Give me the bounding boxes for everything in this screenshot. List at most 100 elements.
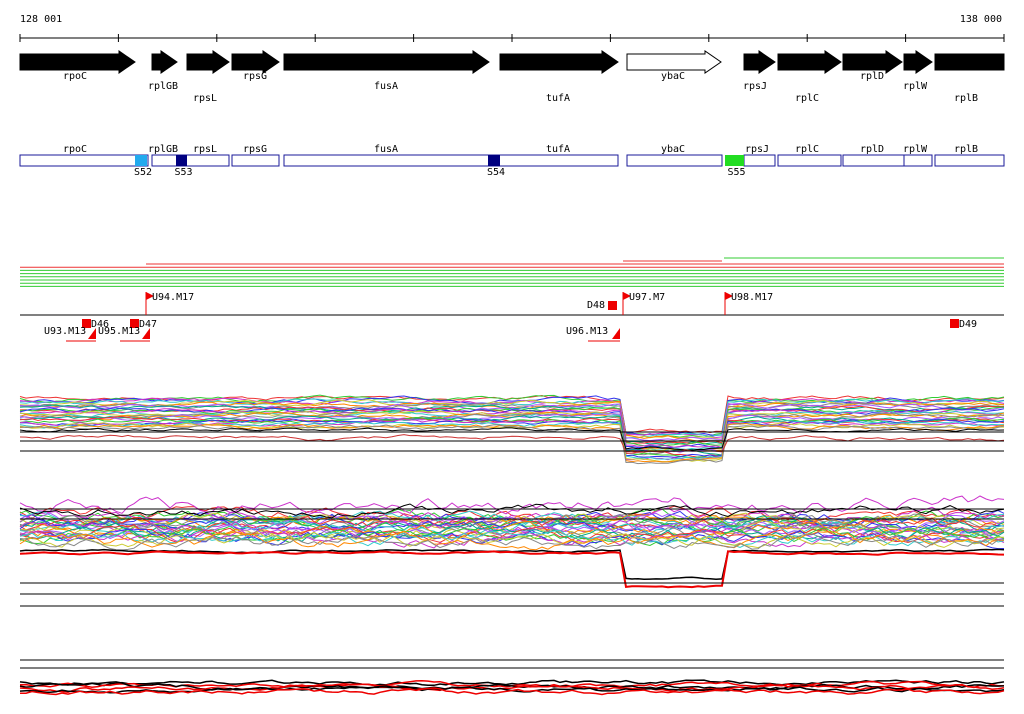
gene-label: rplD [860,71,884,82]
flag [146,292,154,300]
box-label: rpsG [243,144,267,155]
trace [19,687,1005,696]
box-label: rpsL [193,144,217,155]
flag [142,328,150,339]
trace [19,550,1005,589]
gene-arrow [777,50,842,74]
box-label: rplGB [148,144,178,155]
gene-box [743,154,776,167]
flag-label: D46 [91,319,109,330]
flag [950,319,959,328]
trace [19,434,1005,453]
box-label: fusA [374,144,398,155]
box-label: tufA [546,144,570,155]
gene-label: rplC [795,93,819,104]
box-label: rplB [954,144,978,155]
flag-label: U97.M7 [629,292,665,303]
trace [19,522,1005,542]
flag-label: U98.M17 [731,292,773,303]
flag-label: U94.M17 [152,292,194,303]
ruler-end: 138 000 [960,14,1002,25]
gene-arrow [499,50,619,74]
gene-arrow [934,53,1005,71]
gene-box [231,154,280,167]
box-label: rplC [795,144,819,155]
trace [19,399,1005,440]
trace [19,681,1005,691]
gene-box [903,154,933,167]
gene-box [488,154,619,167]
trace [19,404,1005,445]
flag [130,319,139,328]
trace [19,424,1005,465]
gene-label: rplW [903,81,928,92]
gene-label: fusA [374,81,398,92]
gene-arrow [186,50,230,74]
trace [19,520,1005,541]
trace [20,402,1005,443]
flag-label: U93.M13 [44,326,86,337]
gene-box [626,154,723,167]
segment [176,155,187,166]
segment [725,155,744,166]
flag-label: D49 [959,319,977,330]
gene-arrow [19,50,136,74]
trace [19,683,1005,693]
flag [612,328,620,339]
trace [19,530,1005,551]
trace [19,422,1005,463]
ruler-start: 128 001 [20,14,62,25]
trace [19,398,1005,439]
gene-box [184,154,230,167]
trace [19,516,1005,538]
gene-box [934,154,1005,167]
gene-arrow [743,50,776,74]
flag [725,292,733,300]
gene-arrow [231,50,280,74]
gene-label: rpsG [243,71,267,82]
gene-label: tufA [546,93,570,104]
flag [608,301,617,310]
flag-label: U95.M13 [98,326,140,337]
segment-label: S54 [487,167,505,178]
segment [488,155,500,166]
box-label: rpoC [63,144,87,155]
box-label: ybaC [661,144,685,155]
segment-label: S53 [174,167,192,178]
gene-arrow [151,50,178,74]
trace [19,679,1005,687]
flag [82,319,91,328]
box-label: rplW [903,144,928,155]
gene-box [19,154,149,167]
gene-label: rplGB [148,81,178,92]
flag [623,292,631,300]
trace [19,531,1005,549]
gene-label: rpoC [63,71,87,82]
trace [19,395,1005,437]
gene-arrow [283,50,490,74]
trace [19,407,1005,449]
flag-label: D47 [139,319,157,330]
segment-label: S52 [134,167,152,178]
gene-label: rplB [954,93,978,104]
gene-label: ybaC [661,71,685,82]
box-label: rplD [860,144,884,155]
flag-label: U96.M13 [566,326,608,337]
gene-box [283,154,490,167]
flag-label: D48 [587,300,605,311]
trace [19,415,1005,456]
trace [19,526,1005,547]
gene-box [842,154,905,167]
segment-label: S55 [727,167,745,178]
gene-arrow [842,50,903,74]
flag [88,328,96,339]
gene-arrow [626,50,722,74]
trace [19,402,1005,442]
gene-arrow [903,50,933,74]
trace [19,533,1005,551]
segment [135,155,147,166]
gene-label: rpsL [193,93,217,104]
gene-box [777,154,842,167]
gene-label: rpsJ [743,81,767,92]
